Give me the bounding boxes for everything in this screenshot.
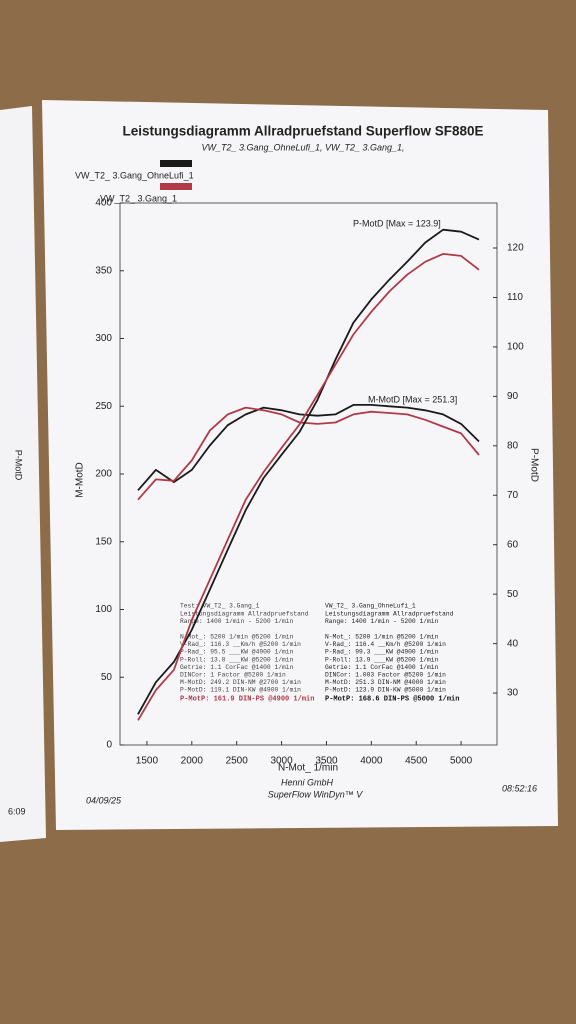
legend-label: VW_T2_ 3.Gang_OhneLufi_1: [75, 170, 194, 180]
annotation-torque: M-MotD [Max = 251.3]: [368, 394, 457, 404]
y2-tick-label: 50: [507, 589, 519, 600]
result-line: Range: 1400 1/min - 5200 1/min: [180, 618, 294, 625]
x-tick-label: 5000: [450, 756, 473, 767]
result-line: P-Roll: 13.9 ___KW @5200 1/min: [325, 656, 439, 663]
y-tick-label: 200: [95, 469, 112, 480]
result-line: M-MotD: 249.2 DIN-NM @2700 1/min: [180, 679, 301, 686]
footer-time: 08:52:16: [502, 783, 537, 793]
chart-title: Leistungsdiagramm Allradpruefstand Super…: [122, 124, 483, 139]
chart-subtitle: VW_T2_ 3.Gang_OhneLufi_1, VW_T2_ 3.Gang_…: [201, 142, 404, 152]
y-tick-label: 50: [101, 672, 113, 683]
result-line: Getrie: 1.1 CorFac @1400 1/min: [325, 664, 439, 671]
x-tick-label: 3000: [270, 756, 293, 767]
x-tick-label: 1500: [136, 756, 159, 767]
result-line: N-Mot_: 5200 1/min @5200 1/min: [180, 633, 294, 640]
y2-tick-label: 90: [507, 391, 519, 402]
result-line: P-Rad_: 99.3 ___KW @4900 1/min: [325, 649, 439, 656]
y2-tick-label: 70: [507, 490, 519, 501]
x-tick-label: 4000: [360, 756, 383, 767]
result-line: P-MotD: 119.1 DIN-KW @4900 1/min: [180, 687, 301, 694]
y-tick-label: 300: [95, 333, 112, 344]
result-line: V-Rad_: 116.4 __Km/h @5200 1/min: [325, 641, 446, 648]
y-tick-label: 250: [95, 401, 112, 412]
result-line: N-Mot_: 5200 1/min @5200 1/min: [325, 633, 439, 640]
result-summary: P-MotP: 168.6 DIN-PS @5000 1/min: [325, 695, 459, 703]
footer-company: Henni GmbH: [281, 777, 334, 787]
result-line: V-Rad_: 116.3 __Km/h @5200 1/min: [180, 641, 301, 648]
y-tick-label: 150: [95, 536, 112, 547]
result-line: Range: 1400 1/min - 5200 1/min: [325, 618, 439, 625]
x-tick-label: 4500: [405, 756, 428, 767]
result-line: P-Rad_: 95.5 ___KW @4900 1/min: [180, 649, 294, 656]
footer-date: 04/09/25: [86, 795, 122, 805]
y2-tick-label: 40: [507, 638, 519, 649]
x-tick-label: 2000: [181, 756, 204, 767]
result-line: Test: VW_T2_ 3.Gang_1: [180, 603, 260, 610]
legend-label: VW_T2_ 3.Gang_1: [100, 193, 177, 203]
x-tick-label: 3500: [315, 756, 338, 767]
y-tick-label: 100: [95, 604, 112, 615]
result-line: P-Roll: 13.8 ___KW @5200 1/min: [180, 656, 294, 663]
y2-tick-label: 100: [507, 342, 524, 353]
result-line: P-MotD: 123.9 DIN-KW @5000 1/min: [325, 687, 446, 694]
legend-swatch: [160, 183, 192, 190]
footer-software: SuperFlow WinDyn™ V: [268, 789, 363, 799]
result-line: DINCor: 1.003 Factor @5200 1/min: [325, 671, 446, 678]
x-axis-label: N-Mot_ 1/min: [278, 763, 338, 774]
y2-tick-label: 30: [507, 688, 519, 699]
result-line: Leistungsdiagramm Allradpruefstand: [325, 610, 454, 617]
result-summary: P-MotP: 161.9 DIN-PS @4900 1/min: [180, 695, 314, 703]
side-page: [0, 106, 46, 842]
x-tick-label: 2500: [226, 756, 249, 767]
y2-tick-label: 80: [507, 440, 519, 451]
series-line: [137, 406, 480, 501]
result-line: VW_T2_ 3.Gang_OhneLufi_1: [325, 603, 416, 610]
result-line: Getrie: 1.1 CorFac @1400 1/min: [180, 664, 294, 671]
side-page-time: 6:09: [8, 806, 26, 816]
y2-tick-label: 60: [507, 539, 519, 550]
result-line: Leistungsdiagramm Allradpruefstand: [180, 610, 309, 617]
result-line: M-MotD: 251.3 DIN-NM @4000 1/min: [325, 679, 446, 686]
y2-axis-label: P-MotD: [528, 448, 539, 482]
series-line: [137, 253, 480, 721]
y-tick-label: 0: [106, 740, 112, 751]
y2-tick-label: 120: [507, 243, 524, 254]
y-axis-label: M-MotD: [75, 462, 86, 498]
paper: [42, 100, 558, 830]
y-tick-label: 400: [95, 198, 112, 209]
legend-swatch: [160, 160, 192, 167]
result-line: DINCor: 1 Factor @5200 1/min: [180, 671, 286, 678]
series-line: [137, 228, 480, 715]
annotation-power: P-MotD [Max = 123.9]: [353, 218, 441, 228]
side-page-label: P-MotD: [14, 450, 24, 481]
y2-tick-label: 110: [507, 292, 523, 303]
y-tick-label: 350: [95, 265, 112, 276]
